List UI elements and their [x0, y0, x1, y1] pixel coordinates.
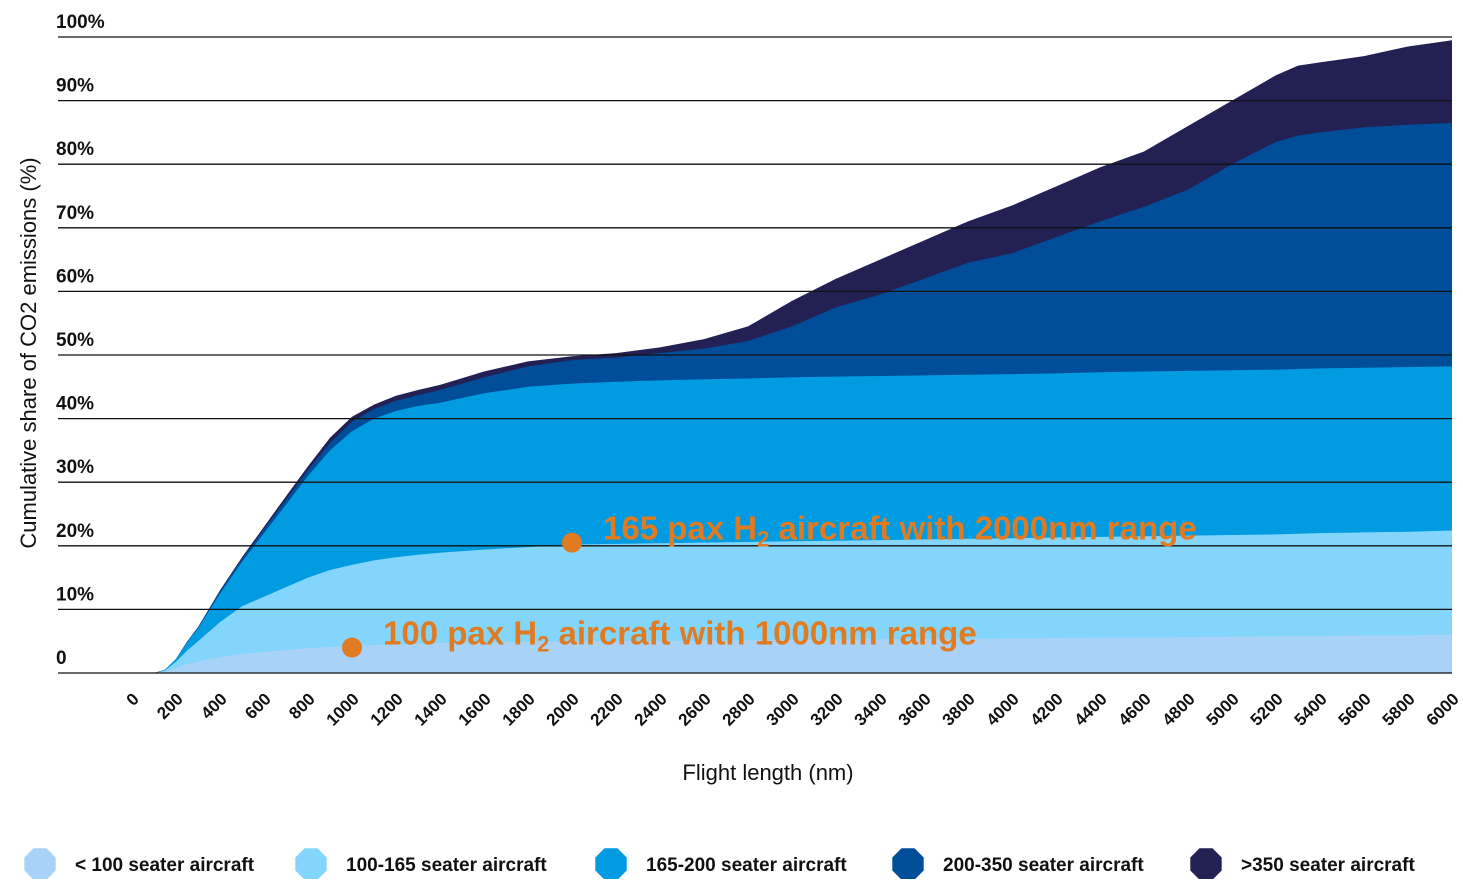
x-tick-label: 2800 [719, 689, 759, 729]
x-tick-label: 5400 [1291, 689, 1331, 729]
x-tick-label: 0 [123, 689, 143, 709]
x-tick-label: 800 [285, 689, 318, 722]
y-tick-label: 10% [56, 584, 94, 605]
x-tick-label: 3400 [851, 689, 891, 729]
area-layers [132, 40, 1452, 673]
x-tick-label: 2600 [675, 689, 715, 729]
x-tick-label: 3000 [763, 689, 803, 729]
legend-label: 165-200 seater aircraft [646, 855, 847, 876]
x-tick-label: 1000 [323, 689, 363, 729]
x-tick-label: 4400 [1071, 689, 1111, 729]
y-tick-label: 30% [56, 457, 94, 478]
legend: < 100 seater aircraft 100-165 seater airc… [24, 848, 1415, 880]
y-tick-label: 0 [56, 648, 67, 669]
x-tick-label: 4600 [1115, 689, 1155, 729]
y-axis-label: Cumulative share of CO2 emissions (%) [16, 157, 41, 548]
annotation-label: 165 pax H2 aircraft with 2000nm range [603, 510, 1197, 552]
x-axis-ticks: 0 200 400 600 800 1000 1200 1400 1600 1800 2000 220… [123, 689, 1463, 729]
x-tick-label: 5800 [1379, 689, 1419, 729]
x-tick-label: 2200 [587, 689, 627, 729]
x-tick-label: 600 [241, 689, 274, 722]
annotation-label: 100 pax H2 aircraft with 1000nm range [383, 615, 977, 657]
annotation-marker [562, 532, 582, 553]
x-tick-label: 6000 [1423, 689, 1463, 729]
legend-label: 200-350 seater aircraft [943, 855, 1144, 876]
y-axis-ticks: 0 10% 20% 30% 40% 50% 60% 70% 80% 90% 100% [56, 12, 105, 669]
y-tick-label: 20% [56, 521, 94, 542]
x-tick-label: 5200 [1247, 689, 1287, 729]
x-tick-label: 2000 [543, 689, 583, 729]
legend-swatch [24, 848, 56, 880]
x-axis-label: Flight length (nm) [682, 760, 853, 785]
y-tick-label: 40% [56, 394, 94, 415]
y-tick-label: 90% [56, 76, 94, 97]
legend-swatch [892, 848, 924, 880]
x-tick-label: 3600 [895, 689, 935, 729]
x-tick-label: 1600 [455, 689, 495, 729]
y-tick-label: 70% [56, 203, 94, 224]
annotation-marker [342, 637, 362, 658]
x-tick-label: 200 [153, 689, 186, 722]
y-tick-label: 60% [56, 266, 94, 287]
x-tick-label: 1800 [499, 689, 539, 729]
x-tick-label: 4800 [1159, 689, 1199, 729]
gridlines [58, 36, 1452, 674]
x-tick-label: 3200 [807, 689, 847, 729]
legend-label: >350 seater aircraft [1241, 855, 1415, 876]
area-100-165-seater-aircraft [132, 530, 1452, 673]
x-tick-label: 4200 [1027, 689, 1067, 729]
annotations: 100 pax H2 aircraft with 1000nm range 165… [342, 510, 1197, 658]
y-tick-label: 80% [56, 139, 94, 160]
y-tick-label: 100% [56, 12, 105, 33]
x-tick-label: 3800 [939, 689, 979, 729]
legend-label: < 100 seater aircraft [75, 855, 255, 876]
x-tick-label: 1200 [367, 689, 407, 729]
x-tick-label: 5600 [1335, 689, 1375, 729]
legend-swatch [295, 848, 327, 880]
y-tick-label: 50% [56, 330, 94, 351]
x-tick-label: 4000 [983, 689, 1023, 729]
legend-label: 100-165 seater aircraft [346, 855, 547, 876]
x-tick-label: 2400 [631, 689, 671, 729]
area-100-seater-aircraft [132, 634, 1452, 673]
x-tick-label: 5000 [1203, 689, 1243, 729]
x-tick-label: 1400 [411, 689, 451, 729]
legend-swatch [1190, 848, 1222, 880]
legend-swatch [595, 848, 627, 880]
x-tick-label: 400 [197, 689, 230, 722]
